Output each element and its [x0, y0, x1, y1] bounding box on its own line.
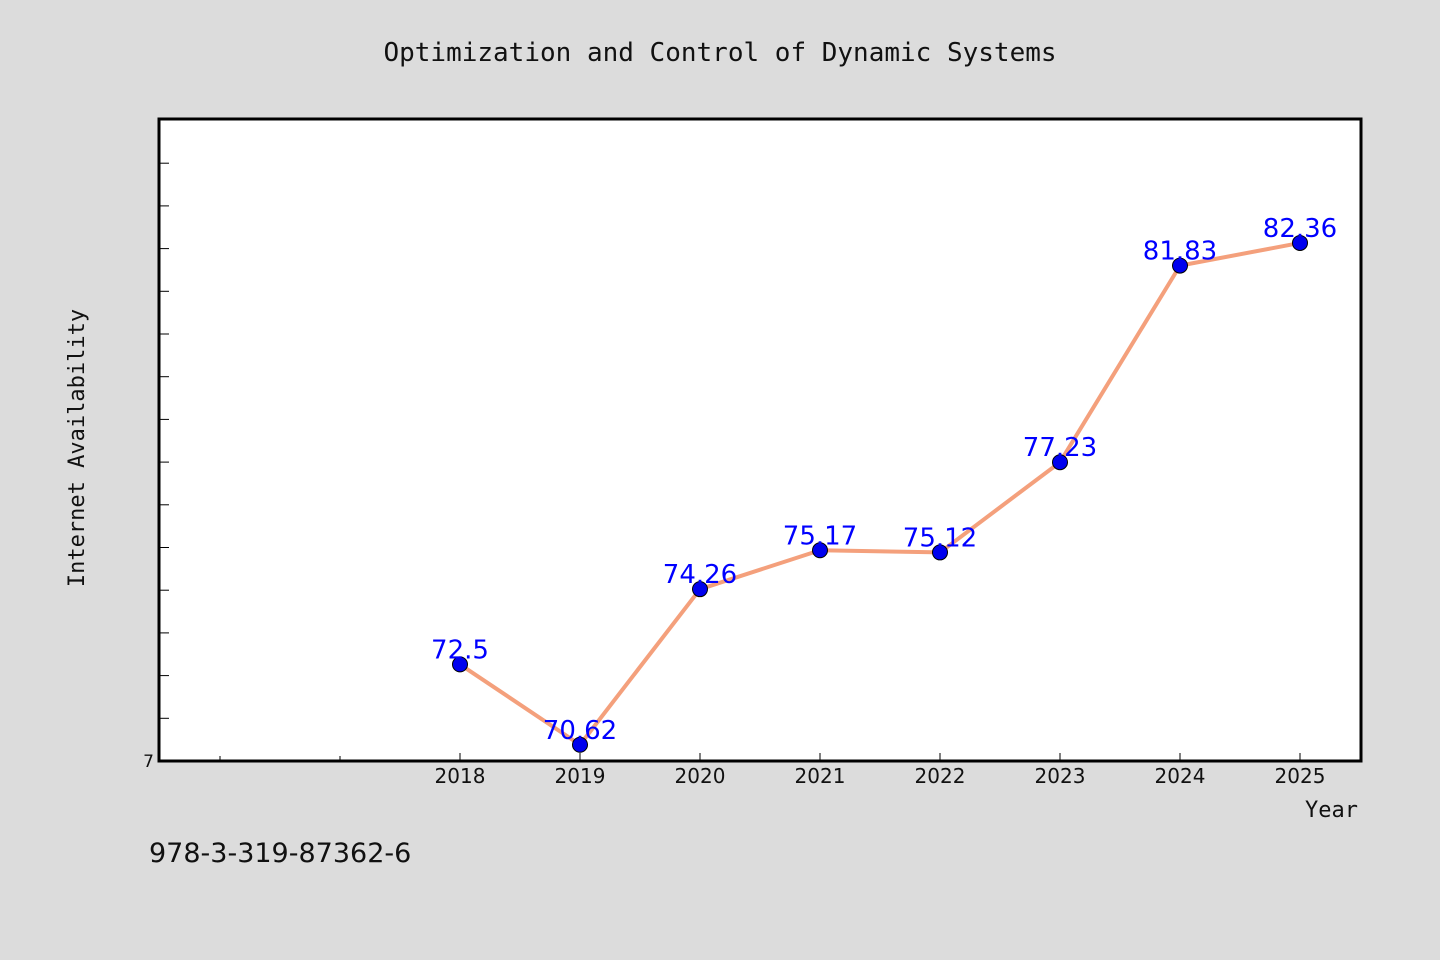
x-tick-label: 2019 [555, 764, 606, 788]
x-tick-label: 2022 [915, 764, 966, 788]
series-layer: 72.5 70.62 74.26 75.17 75.12 77.23 81.83 82.36 [431, 214, 1337, 753]
y-axis-ticks [159, 162, 169, 762]
y-axis-label: Internet Availability [65, 309, 90, 587]
data-point [932, 544, 948, 561]
data-point [1292, 234, 1308, 251]
data-point [572, 736, 588, 753]
data-label: 75.17 [783, 521, 857, 551]
x-tick-label: 2025 [1275, 764, 1326, 788]
data-label: 75.12 [903, 523, 977, 553]
series-line [458, 240, 1301, 747]
data-label: 72.5 [431, 635, 489, 665]
isbn-footer: 978-3-319-87362-6 [149, 838, 411, 869]
x-tick-label: 2021 [795, 764, 846, 788]
x-tick-label: 2024 [1155, 764, 1206, 788]
chart-title: Optimization and Control of Dynamic Syst… [383, 38, 1056, 68]
data-point [1052, 454, 1068, 471]
data-label: 81.83 [1143, 237, 1217, 267]
data-point [692, 581, 708, 598]
x-axis-minor-ticks [219, 756, 341, 761]
data-label: 74.26 [663, 560, 737, 590]
x-tick-label: 2023 [1035, 764, 1086, 788]
x-tick-label: 2020 [675, 764, 726, 788]
data-label: 77.23 [1023, 433, 1097, 463]
plot-area [157, 117, 1363, 763]
data-point [452, 656, 468, 673]
x-axis-tick-labels: 2018 2019 2020 2021 2022 2023 2024 2025 [435, 753, 1326, 788]
data-label: 70.62 [543, 716, 617, 746]
x-tick-label: 2018 [435, 764, 486, 788]
data-point [812, 542, 828, 559]
y-tick-label: 7 [143, 752, 154, 772]
data-label: 82.36 [1263, 214, 1337, 244]
data-point [1172, 257, 1188, 274]
x-axis-label: Year [1305, 798, 1358, 823]
